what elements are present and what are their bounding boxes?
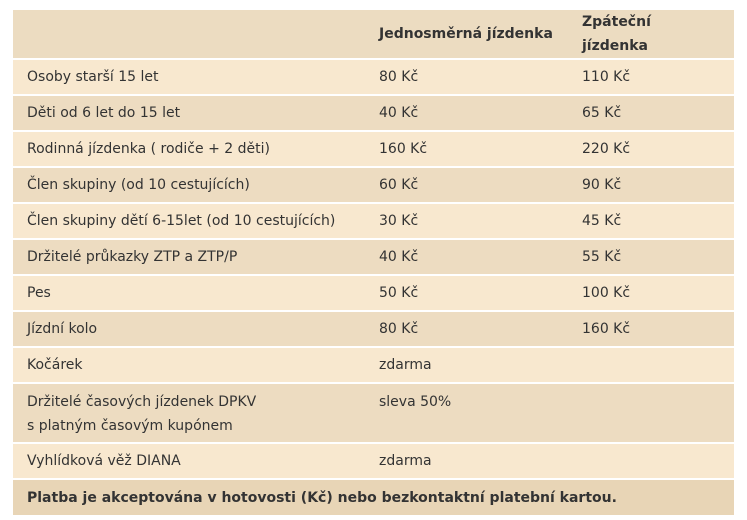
price-cell: 220 Kč	[568, 130, 734, 167]
price-cell: 40 Kč	[365, 238, 568, 275]
table-row: Děti od 6 let do 15 let 40 Kč 65 Kč	[13, 94, 734, 131]
header-row: Jednosměrná jízdenka Zpáteční jízdenka	[13, 10, 734, 59]
label-line: Rodinná jízdenka ( rodiče + 2 děti)	[27, 141, 270, 157]
row-label: Držitelé časových jízdenek DPKV s platným…	[13, 382, 365, 443]
row-label: Kočárek	[13, 346, 365, 383]
label-line: Člen skupiny (od 10 cestujících)	[27, 177, 250, 193]
price-cell: 160 Kč	[365, 130, 568, 167]
table-row: Osoby starší 15 let 80 Kč 110 Kč	[13, 58, 734, 95]
table-footer: Platba je akceptována v hotovosti (Kč) n…	[13, 478, 734, 515]
label-line: Držitelé průkazky ZTP a ZTP/P	[27, 249, 238, 265]
row-label: Pes	[13, 274, 365, 311]
price-table: Jednosměrná jízdenka Zpáteční jízdenka O…	[13, 10, 734, 515]
table-row: Člen skupiny dětí 6-15let (od 10 cestují…	[13, 202, 734, 239]
row-label: Držitelé průkazky ZTP a ZTP/P	[13, 238, 365, 275]
price-cell: 80 Kč	[365, 58, 568, 95]
price-cell: zdarma	[365, 346, 568, 383]
header-cell: Jednosměrná jízdenka	[365, 10, 568, 59]
row-label: Rodinná jízdenka ( rodiče + 2 děti)	[13, 130, 365, 167]
footer-note: Platba je akceptována v hotovosti (Kč) n…	[13, 478, 734, 515]
price-cell: 50 Kč	[365, 274, 568, 311]
price-cell: sleva 50%	[365, 382, 568, 443]
price-cell: 60 Kč	[365, 166, 568, 203]
table-row: Vyhlídková věž DIANA zdarma	[13, 442, 734, 479]
label-line: Držitelé časových jízdenek DPKV	[27, 394, 257, 410]
row-label: Vyhlídková věž DIANA	[13, 442, 365, 479]
table-row: Pes 50 Kč 100 Kč	[13, 274, 734, 311]
price-cell: 65 Kč	[568, 94, 734, 131]
price-cell: zdarma	[365, 442, 568, 479]
row-label: Osoby starší 15 let	[13, 58, 365, 95]
row-label: Člen skupiny (od 10 cestujících)	[13, 166, 365, 203]
footer-row: Platba je akceptována v hotovosti (Kč) n…	[13, 478, 734, 515]
table-row: Držitelé průkazky ZTP a ZTP/P 40 Kč 55 Kč	[13, 238, 734, 275]
table-body: Osoby starší 15 let 80 Kč 110 Kč Děti od 6 …	[13, 58, 734, 479]
price-cell: 160 Kč	[568, 310, 734, 347]
table-header: Jednosměrná jízdenka Zpáteční jízdenka	[13, 10, 734, 59]
header-cell	[13, 10, 365, 59]
table-row: Jízdní kolo 80 Kč 160 Kč	[13, 310, 734, 347]
label-line: Jízdní kolo	[27, 321, 98, 337]
label-line: Člen skupiny dětí 6-15let (od 10 cestují…	[27, 213, 336, 229]
price-cell: 40 Kč	[365, 94, 568, 131]
empty-cell	[568, 382, 734, 443]
price-cell: 55 Kč	[568, 238, 734, 275]
empty-cell	[568, 442, 734, 479]
header-cell: Zpáteční jízdenka	[568, 10, 734, 59]
price-cell: 30 Kč	[365, 202, 568, 239]
label-line: s platným časovým kupónem	[27, 418, 233, 434]
empty-cell	[568, 346, 734, 383]
price-cell: 45 Kč	[568, 202, 734, 239]
label-line: Osoby starší 15 let	[27, 69, 159, 85]
row-label: Jízdní kolo	[13, 310, 365, 347]
label-line: Kočárek	[27, 357, 83, 373]
price-cell: 80 Kč	[365, 310, 568, 347]
table-row: Držitelé časových jízdenek DPKV s platným…	[13, 382, 734, 443]
row-label: Děti od 6 let do 15 let	[13, 94, 365, 131]
price-cell: 90 Kč	[568, 166, 734, 203]
table-row: Člen skupiny (od 10 cestujících) 60 Kč 90 …	[13, 166, 734, 203]
label-line: Děti od 6 let do 15 let	[27, 105, 181, 121]
table-row: Kočárek zdarma	[13, 346, 734, 383]
row-label: Člen skupiny dětí 6-15let (od 10 cestují…	[13, 202, 365, 239]
label-line: Pes	[27, 285, 51, 301]
price-cell: 110 Kč	[568, 58, 734, 95]
price-cell: 100 Kč	[568, 274, 734, 311]
table-row: Rodinná jízdenka ( rodiče + 2 děti) 160 K…	[13, 130, 734, 167]
label-line: Vyhlídková věž DIANA	[27, 453, 181, 469]
